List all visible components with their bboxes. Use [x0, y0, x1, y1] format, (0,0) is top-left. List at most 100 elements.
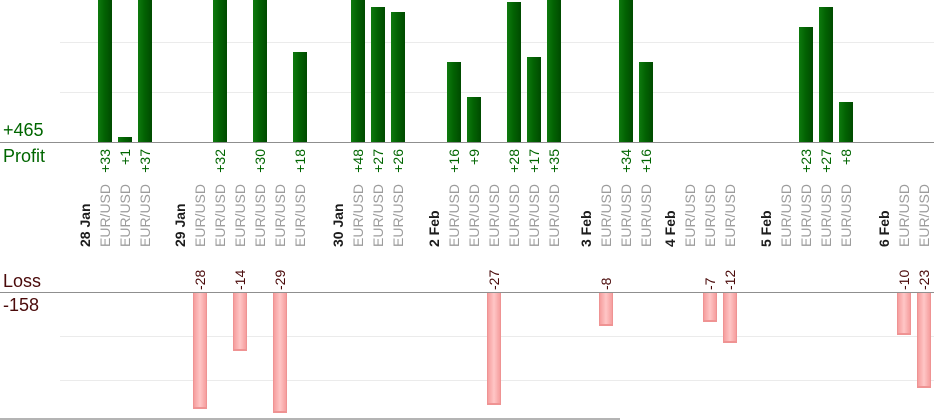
profit-value-label: +18 — [292, 149, 308, 173]
profit-value-label: +48 — [350, 149, 366, 173]
symbol-label: EUR/USD — [638, 183, 654, 247]
profit-value-label: +23 — [798, 149, 814, 173]
loss-bar — [599, 293, 613, 326]
profit-value-label: +9 — [466, 149, 482, 165]
profit-axis-line — [0, 142, 934, 143]
profit-bar — [799, 27, 813, 142]
loss-axis-line — [0, 292, 934, 293]
symbol-label: EUR/USD — [838, 183, 854, 247]
loss-bar — [273, 293, 287, 413]
profit-value-label: +17 — [526, 149, 542, 173]
profit-value-label: +34 — [618, 149, 634, 173]
profit-axis-label: Profit — [3, 146, 46, 166]
profit-value-label: +37 — [137, 149, 153, 173]
profit-value-label: +32 — [212, 149, 228, 173]
profit-bar — [138, 0, 152, 142]
symbol-label: EUR/USD — [292, 183, 308, 247]
profit-value-label: +27 — [818, 149, 834, 173]
profit-gridline — [60, 42, 934, 43]
profit-gridline — [60, 92, 934, 93]
loss-bar — [487, 293, 501, 405]
profit-bar — [371, 7, 385, 142]
loss-bar — [233, 293, 247, 351]
profit-bar — [819, 7, 833, 142]
date-label: 4 Feb — [662, 210, 678, 247]
date-label: 3 Feb — [578, 210, 594, 247]
loss-bar — [193, 293, 207, 409]
profit-value-label: +16 — [638, 149, 654, 173]
symbol-label: EUR/USD — [212, 183, 228, 247]
profit-bar — [619, 0, 633, 142]
profit-value-label: +26 — [390, 149, 406, 173]
loss-bar — [897, 293, 911, 335]
profit-bar — [293, 52, 307, 142]
loss-value-label: -7 — [702, 277, 718, 290]
symbol-label: EUR/USD — [598, 183, 614, 247]
symbol-label: EUR/USD — [370, 183, 386, 247]
loss-bar — [723, 293, 737, 343]
symbol-label: EUR/USD — [272, 183, 288, 247]
loss-axis-label: Loss — [3, 271, 42, 291]
loss-total-label: -158 — [3, 295, 40, 315]
symbol-label: EUR/USD — [350, 183, 366, 247]
profit-bar — [527, 57, 541, 142]
symbol-label: EUR/USD — [618, 183, 634, 247]
symbol-label: EUR/USD — [682, 183, 698, 247]
symbol-label: EUR/USD — [778, 183, 794, 247]
loss-bar — [917, 293, 931, 388]
date-label: 30 Jan — [330, 203, 346, 247]
date-label: 5 Feb — [758, 210, 774, 247]
symbol-label: EUR/USD — [702, 183, 718, 247]
profit-bar — [839, 102, 853, 142]
profit-bar — [547, 0, 561, 142]
date-label: 28 Jan — [77, 203, 93, 247]
date-label: 6 Feb — [876, 210, 892, 247]
profit-bar — [391, 12, 405, 142]
symbol-label: EUR/USD — [818, 183, 834, 247]
loss-bar — [703, 293, 717, 322]
loss-value-label: -8 — [598, 277, 614, 290]
symbol-label: EUR/USD — [798, 183, 814, 247]
symbol-label: EUR/USD — [446, 183, 462, 247]
bottom-border-line — [0, 418, 620, 420]
profit-value-label: +27 — [370, 149, 386, 173]
symbol-label: EUR/USD — [722, 183, 738, 247]
profit-bar — [118, 137, 132, 142]
symbol-label: EUR/USD — [390, 183, 406, 247]
profit-bar — [507, 2, 521, 142]
symbol-label: EUR/USD — [916, 183, 932, 247]
symbol-label: EUR/USD — [232, 183, 248, 247]
profit-bar — [351, 0, 365, 142]
profit-value-label: +1 — [117, 149, 133, 165]
loss-value-label: -23 — [916, 269, 932, 290]
symbol-label: EUR/USD — [137, 183, 153, 247]
symbol-label: EUR/USD — [546, 183, 562, 247]
profit-bar — [467, 97, 481, 142]
profit-value-label: +35 — [546, 149, 562, 173]
loss-value-label: -14 — [232, 269, 248, 290]
symbol-label: EUR/USD — [506, 183, 522, 247]
symbol-label: EUR/USD — [252, 183, 268, 247]
profit-bar — [98, 0, 112, 142]
profit-total-label: +465 — [3, 120, 44, 140]
loss-value-label: -12 — [722, 269, 738, 290]
loss-value-label: -10 — [896, 269, 912, 290]
profit-value-label: +33 — [97, 149, 113, 173]
symbol-label: EUR/USD — [486, 183, 502, 247]
symbol-label: EUR/USD — [192, 183, 208, 247]
symbol-label: EUR/USD — [526, 183, 542, 247]
symbol-label: EUR/USD — [117, 183, 133, 247]
profit-bar — [213, 0, 227, 142]
profit-bar — [253, 0, 267, 142]
symbol-label: EUR/USD — [896, 183, 912, 247]
date-label: 29 Jan — [172, 203, 188, 247]
loss-value-label: -29 — [272, 269, 288, 290]
profit-bar — [639, 62, 653, 142]
profit-bar — [447, 62, 461, 142]
loss-value-label: -28 — [192, 269, 208, 290]
profit-value-label: +8 — [838, 149, 854, 165]
symbol-label: EUR/USD — [97, 183, 113, 247]
symbol-label: EUR/USD — [466, 183, 482, 247]
profit-value-label: +16 — [446, 149, 462, 173]
